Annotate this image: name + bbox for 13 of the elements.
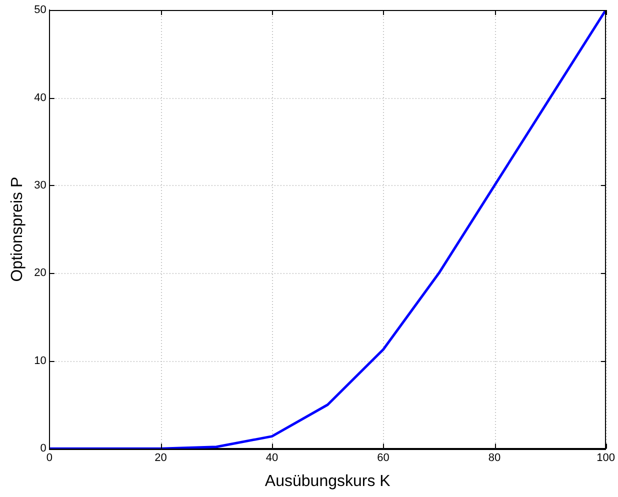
y-tick-label: 30 — [34, 179, 46, 192]
y-axis-title: Optionspreis P — [9, 176, 26, 282]
x-tick-label: 80 — [488, 452, 501, 464]
y-tick-label: 40 — [34, 92, 46, 104]
y-tick-label: 10 — [34, 354, 46, 367]
x-axis-title: Ausübungskurs K — [264, 472, 391, 490]
x-tick-label: 60 — [377, 452, 390, 464]
y-tick-label: 20 — [34, 267, 46, 280]
y-tick-label: 0 — [40, 442, 46, 455]
x-tick-label: 100 — [596, 452, 616, 464]
y-tick-label: 50 — [34, 4, 46, 16]
x-tick-label: 20 — [154, 452, 167, 464]
x-tick-label: 40 — [266, 452, 278, 464]
